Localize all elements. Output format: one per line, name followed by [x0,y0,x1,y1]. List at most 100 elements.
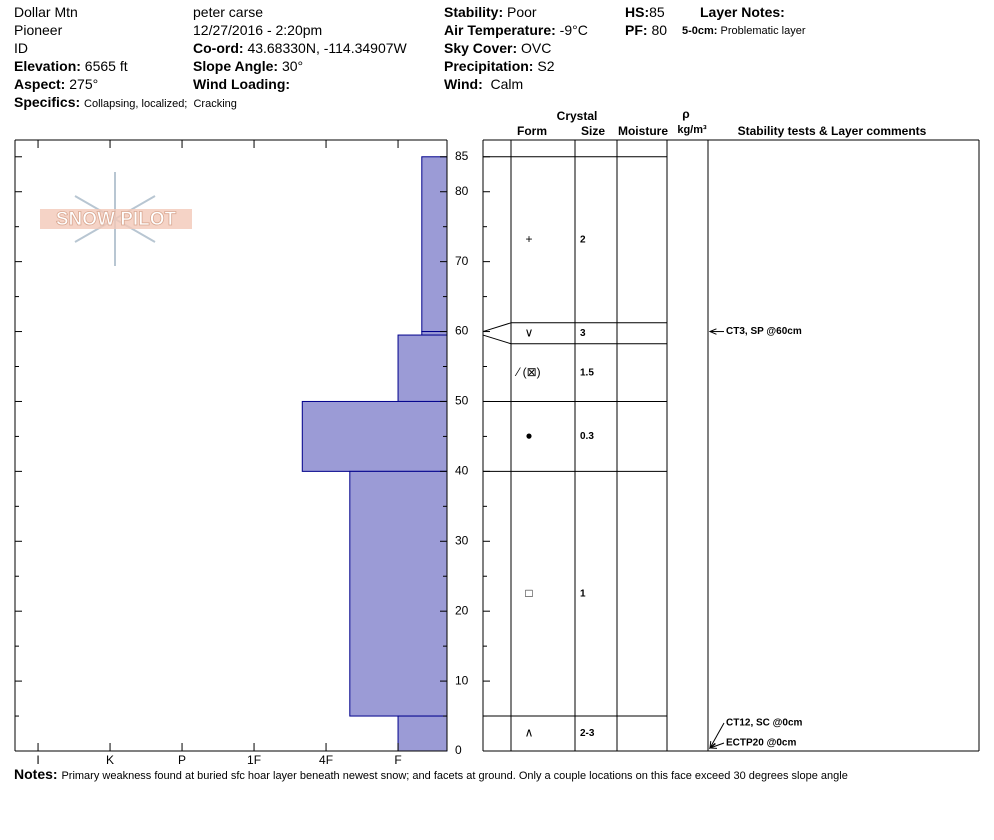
datetime: 12/27/2016 - 2:20pm [193,22,323,38]
height-label: 20 [455,603,469,617]
column-header: Form [517,124,547,138]
text: Problematic layer [720,25,806,37]
column-header: Moisture [618,124,668,138]
height-label: 80 [455,184,469,198]
hardness-bar [301,400,448,472]
layer-notes-title: Layer Notes: [700,4,785,20]
crystal-size: 0.3 [580,431,594,442]
crystal-form: + [525,232,532,246]
crystal-size: 2-3 [580,728,595,739]
value: 80 [651,22,668,38]
hardness-label: 4F [319,753,333,767]
test-label: CT3, SP @60cm [726,326,802,337]
value: OVC [521,40,552,56]
location: Dollar Mtn [14,4,78,20]
specifics: Specifics: Collapsing, localized; Cracki… [14,93,237,113]
label: Air Temperature: [444,22,556,38]
label: PF: [625,22,648,38]
label: Precipitation: [444,58,534,74]
value: 30° [281,58,304,74]
hardness-label: P [178,753,186,767]
column-header: Crystal [557,109,598,123]
text: Primary weakness found at buried sfc hoa… [61,770,848,782]
crystal-form: ∨ [525,325,534,339]
crystal-form: ⁄ (⊠) [514,365,540,379]
column-header: kg/m³ [677,124,707,136]
label: HS: [625,4,650,20]
zone: Pioneer [14,22,63,38]
column-header: Stability tests & Layer comments [738,124,927,138]
hardness-bar [421,331,448,336]
crystal-form: ● [525,429,532,443]
test-label: ECTP20 @0cm [726,738,796,749]
label: Co-ord: [193,40,244,56]
crystal-form: ∧ [525,726,534,740]
crystal-size: 1 [580,588,586,599]
layer-connector [482,334,512,345]
height-label: 0 [455,743,462,757]
crystal-form: □ [525,586,532,600]
value: Poor [507,4,537,20]
label: Slope Angle: [193,58,279,74]
hardness-label: I [36,753,39,767]
layer-connector [482,322,512,333]
test-arrow [709,722,725,749]
stability: Stability: Poor [444,3,537,21]
pf: PF: 80 [625,21,667,39]
height-label: 10 [455,673,469,687]
hardness-bar [397,715,448,752]
height-label: 40 [455,464,469,478]
wind-loading: Wind Loading: [193,76,291,92]
value: 275° [69,76,99,92]
elevation: Elevation: 6565 ft [14,57,128,75]
aspect: Aspect: 275° [14,75,98,93]
hardness-label: 1F [247,753,261,767]
value: S2 [537,58,555,74]
test-arrow [709,742,725,749]
air-temperature: Air Temperature: -9°C [444,21,588,39]
height-label: 30 [455,533,469,547]
column-header: ρ [682,107,689,121]
value: Collapsing, localized; Cracking [84,98,237,110]
hs: HS:85 [625,3,665,21]
crystal-size: 2 [580,234,586,245]
test-label: CT12, SC @0cm [726,718,803,729]
test-arrowhead [708,742,718,749]
value: 85 [649,4,665,20]
value: 6565 ft [84,58,128,74]
label: Stability: [444,4,504,20]
value: -9°C [559,22,588,38]
logo-band [40,209,192,229]
slope-angle: Slope Angle: 30° [193,57,303,75]
label: Specifics: [14,94,81,110]
test-arrowhead [708,328,717,335]
height-label: 60 [455,324,469,338]
layer-note: 5-0cm: Problematic layer [682,22,806,40]
height-label: 85 [455,149,469,163]
label: Wind: [444,76,483,92]
state: ID [14,40,28,56]
hardness-bar [397,334,448,402]
coord: Co-ord: 43.68330N, -114.34907W [193,39,407,57]
logo-text: SNOW PILOT [56,209,177,230]
hardness-label: F [394,753,401,767]
label: Aspect: [14,76,66,92]
crystal-size: 3 [580,328,586,339]
observer: peter carse [193,4,264,20]
label: Notes: [14,766,58,782]
height-label: 70 [455,254,469,268]
precipitation: Precipitation: S2 [444,57,554,75]
value: 43.68330N, -114.34907W [247,40,407,56]
column-header: Size [581,124,605,138]
crystal-size: 1.5 [580,367,594,378]
hardness-bar [349,470,448,717]
label: Sky Cover: [444,40,518,56]
label: Elevation: [14,58,81,74]
range: 5-0cm: [682,25,718,37]
wind: Wind: Calm [444,75,523,93]
value: Calm [490,76,524,92]
notes: Notes: Primary weakness found at buried … [14,765,848,785]
hardness-bar [421,156,448,333]
